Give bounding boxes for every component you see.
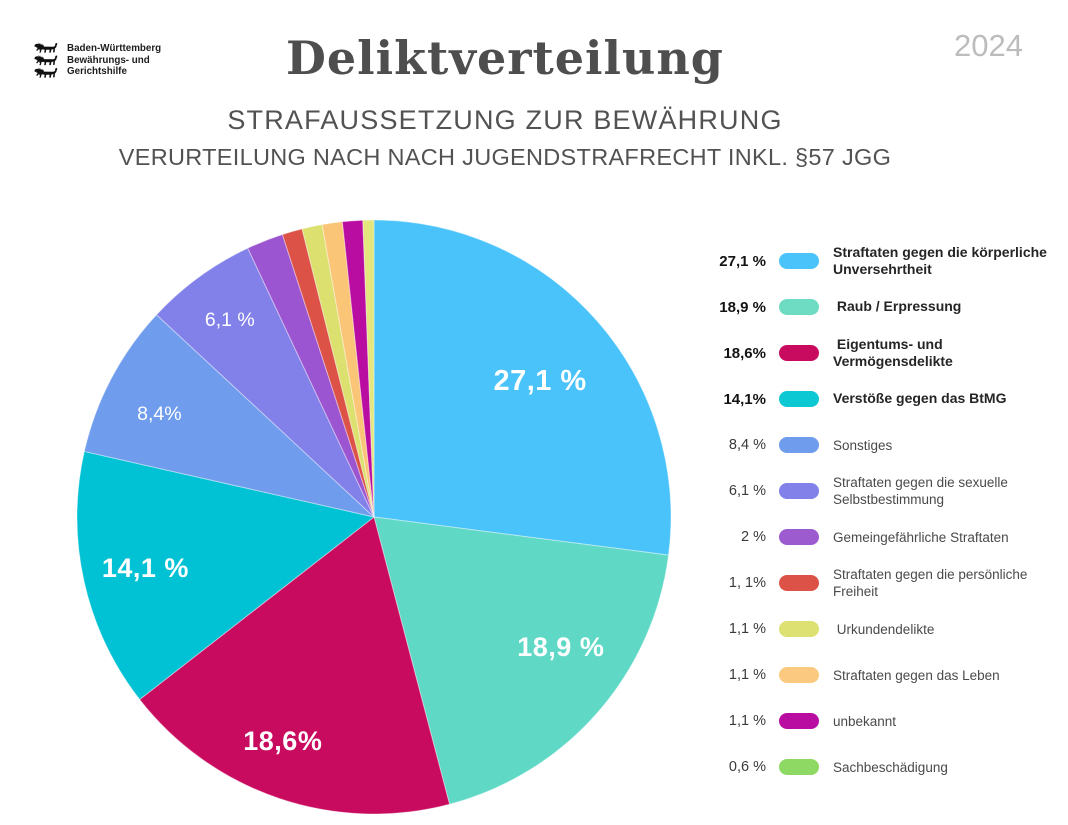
legend-label: Straftaten gegen die körperliche Unverse…	[833, 243, 1051, 278]
legend-label: Straftaten gegen die sexuelle Selbstbest…	[833, 475, 1012, 507]
legend-swatch	[779, 483, 819, 499]
logo-line-2: Bewährungs- und	[67, 54, 150, 66]
legend-swatch	[779, 621, 819, 637]
legend-percent: 1,1 %	[728, 713, 766, 729]
logo-line-3: Gerichtshilfe	[67, 66, 127, 78]
legend-item: 6,1 % Straftaten gegen die sexuelle Selbs…	[698, 468, 1061, 514]
logo-text: Baden-Württemberg Bewährungs- und Gerich…	[67, 43, 161, 78]
pie-slice	[281, 228, 375, 518]
legend-percent: 18,9 %	[719, 298, 766, 316]
legend-swatch	[779, 253, 819, 269]
pie-slice	[83, 314, 375, 518]
legend-label: Verstöße gegen das BtMG	[833, 390, 1007, 407]
legend-label: Sachbeschädigung	[833, 759, 948, 775]
legend-percent: 18,6%	[723, 344, 766, 362]
legend: 27,1 % Straftaten gegen die körperliche U…	[698, 238, 1061, 790]
logo-line-1: Baden-Württemberg	[67, 43, 162, 55]
pie-slice	[373, 219, 672, 556]
pie-slice	[341, 219, 375, 518]
pie-slice	[156, 247, 375, 518]
legend-label: Straftaten gegen das Leben	[833, 667, 1000, 683]
pie-slice	[247, 233, 375, 518]
pie-slice	[362, 219, 375, 518]
legend-percent: 8,4 %	[728, 437, 766, 453]
legend-item: 0,6 % Sachbeschädigung	[698, 744, 1061, 790]
legend-item: 1,1 % Urkundendelikte	[698, 606, 1061, 652]
legend-percent: 1,1 %	[728, 667, 766, 683]
pie-slice	[76, 450, 375, 700]
legend-swatch	[779, 529, 819, 545]
legend-swatch	[779, 667, 819, 683]
subtitle-line2: VERURTEILUNG NACH NACH JUGENDSTRAFRECHT …	[118, 144, 892, 170]
legend-swatch	[779, 713, 819, 729]
legend-label: Eigentums- und Vermögensdelikte	[833, 335, 953, 370]
legend-item: 2 % Gemeingefährliche Straftaten	[698, 514, 1061, 560]
pie-slice-label: 27,1 %	[493, 365, 586, 397]
legend-percent: 1,1 %	[728, 621, 766, 637]
subtitle-line1: STRAFAUSSETZUNG ZUR BEWÄHRUNG	[227, 105, 783, 135]
legend-percent: 2 %	[741, 529, 766, 545]
pie-slice	[373, 516, 670, 805]
pie-chart: 27,1 % 18,9 % 18,6% 14,1 % 8,4% 6,1 %	[76, 219, 672, 815]
legend-item: 8,4 % Sonstiges	[698, 422, 1061, 468]
legend-swatch	[779, 391, 819, 407]
legend-percent: 14,1%	[723, 390, 766, 408]
legend-percent: 1, 1%	[728, 575, 766, 591]
logo: Baden-Württemberg Bewährungs- und Gerich…	[34, 42, 161, 79]
legend-item: 14,1% Verstöße gegen das BtMG	[698, 376, 1061, 422]
pie-slice-label: 6,1 %	[205, 309, 255, 331]
page-title: Deliktverteilung	[286, 31, 724, 85]
legend-label: Urkundendelikte	[833, 621, 935, 637]
legend-swatch	[779, 759, 819, 775]
legend-item: 18,9 % Raub / Erpressung	[698, 284, 1061, 330]
pie-slice	[301, 224, 375, 518]
pie-slice-label: 8,4%	[137, 403, 181, 425]
pie-slice-label: 18,6%	[243, 726, 322, 756]
pie-slice-label: 18,9 %	[517, 632, 604, 662]
pie-slice-label: 14,1 %	[102, 553, 189, 583]
legend-label: Raub / Erpressung	[833, 298, 962, 315]
legend-item: 1, 1% Straftaten gegen die persönliche Fr…	[698, 560, 1061, 606]
legend-swatch	[779, 575, 819, 591]
legend-percent: 0,6 %	[728, 759, 766, 775]
legend-item: 1,1 % Straftaten gegen das Leben	[698, 652, 1061, 698]
legend-label: unbekannt	[833, 713, 897, 729]
legend-percent: 6,1 %	[728, 483, 766, 499]
legend-label: Gemeingefährliche Straftaten	[833, 529, 1009, 545]
pie-slice	[321, 221, 375, 518]
legend-percent: 27,1 %	[719, 252, 766, 270]
legend-item: 1,1 % unbekannt	[698, 698, 1061, 744]
legend-item: 27,1 % Straftaten gegen die körperliche U…	[698, 238, 1061, 284]
legend-swatch	[779, 437, 819, 453]
year-label: 2024	[954, 28, 1023, 63]
pie-slice	[139, 516, 451, 815]
legend-item: 18,6% Eigentums- und Vermögensdelikte	[698, 330, 1061, 376]
legend-swatch	[779, 299, 819, 315]
legend-swatch	[779, 345, 819, 361]
legend-label: Sonstiges	[833, 437, 893, 453]
legend-label: Straftaten gegen die persönliche Freihei…	[833, 567, 1032, 599]
